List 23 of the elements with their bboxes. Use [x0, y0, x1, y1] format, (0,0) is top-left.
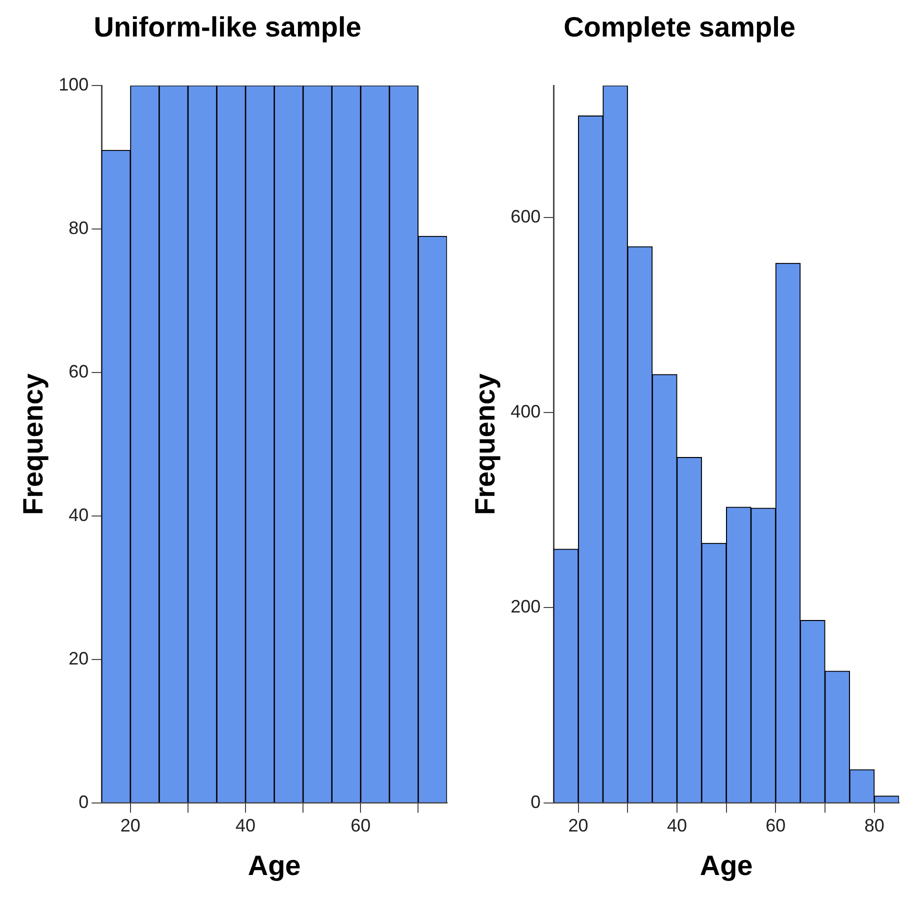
- y-tick-label: 40: [68, 504, 89, 525]
- y-tick-label: 600: [510, 206, 541, 226]
- x-axis-title: Age: [248, 850, 301, 881]
- x-tick-label: 40: [236, 816, 256, 836]
- y-tick-label: 400: [510, 401, 541, 422]
- y-tick-label: 60: [68, 361, 89, 382]
- y-tick-label: 0: [530, 792, 541, 812]
- x-tick-label: 60: [766, 816, 786, 836]
- x-tick-label: 80: [864, 816, 884, 836]
- y-tick-label: 100: [58, 74, 89, 95]
- y-axis-title: Frequency: [18, 372, 49, 516]
- x-axis-title: Age: [700, 850, 753, 881]
- x-tick-label: 20: [568, 816, 588, 836]
- x-tick-label: 60: [350, 816, 371, 836]
- chart-title: Complete sample: [564, 12, 796, 43]
- y-tick-label: 200: [510, 596, 541, 617]
- y-tick-label: 20: [68, 648, 89, 668]
- chart-title: Uniform-like sample: [94, 12, 362, 43]
- y-tick-label: 0: [78, 792, 89, 812]
- x-tick-label: 40: [666, 816, 687, 836]
- y-axis-title: Frequency: [470, 372, 501, 516]
- y-tick-label: 80: [68, 218, 89, 238]
- x-tick-label: 20: [120, 816, 140, 836]
